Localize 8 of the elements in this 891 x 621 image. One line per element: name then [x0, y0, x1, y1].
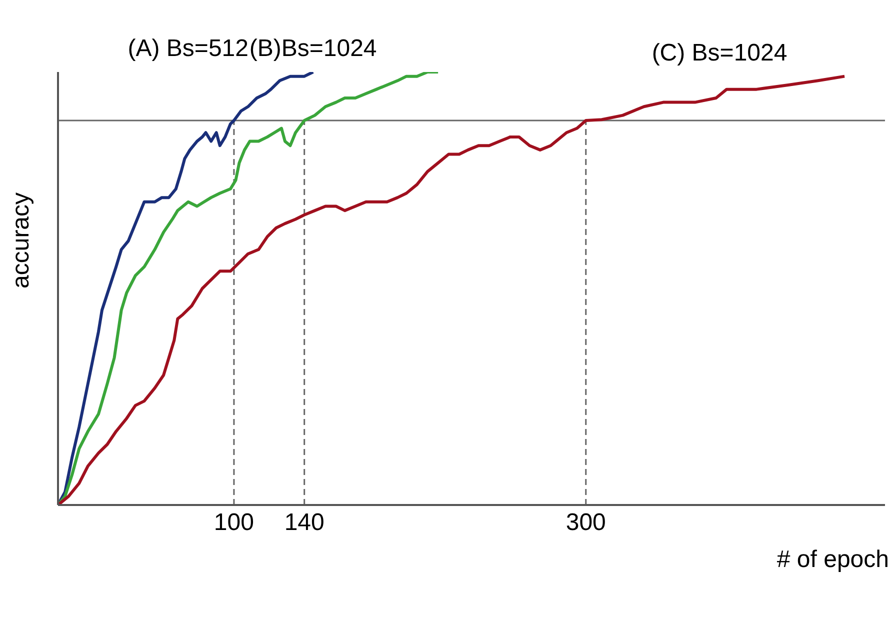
series-label: (A) Bs=512 — [128, 35, 249, 62]
y-axis-title: accuracy — [8, 192, 35, 288]
x-tick-label: 140 — [284, 509, 324, 536]
x-axis-title: # of epoch — [776, 546, 889, 573]
x-tick-label: 100 — [214, 509, 254, 536]
series-label: (C) Bs=1024 — [652, 39, 788, 66]
series-label: (B)Bs=1024 — [249, 35, 377, 62]
x-tick-label: 300 — [566, 509, 606, 536]
